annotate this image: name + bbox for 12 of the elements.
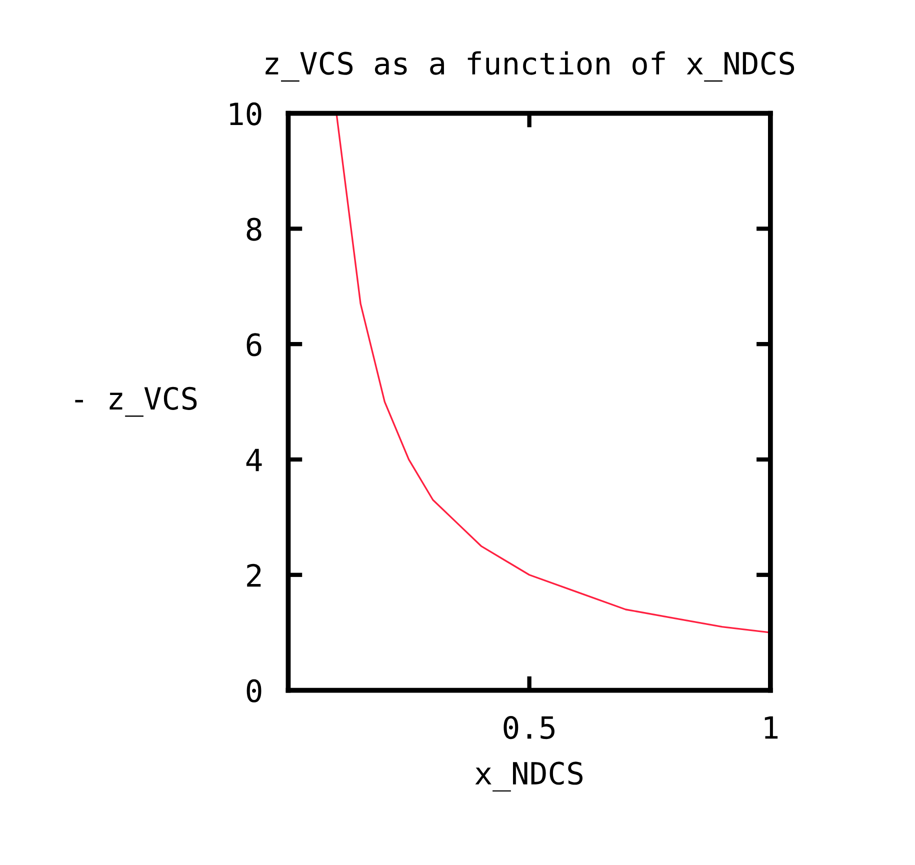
y-tick-label: 8 <box>246 218 262 241</box>
x-axis-title: x_NDCS <box>475 762 582 792</box>
line-series <box>336 113 770 634</box>
chart-title: z_VCS as a function of x_NDCS <box>266 51 794 82</box>
y-tick-label: 2 <box>247 564 261 587</box>
y-tick-label: 4 <box>246 448 262 472</box>
y-axis-title: - z_VCS <box>75 386 197 417</box>
y-tick-label: 0 <box>246 679 262 702</box>
x-tick-label: 0.5 <box>504 716 554 740</box>
y-tick-label: 10 <box>230 102 262 126</box>
x-tick-label: 1 <box>764 716 778 739</box>
y-tick-label: 6 <box>246 333 262 356</box>
